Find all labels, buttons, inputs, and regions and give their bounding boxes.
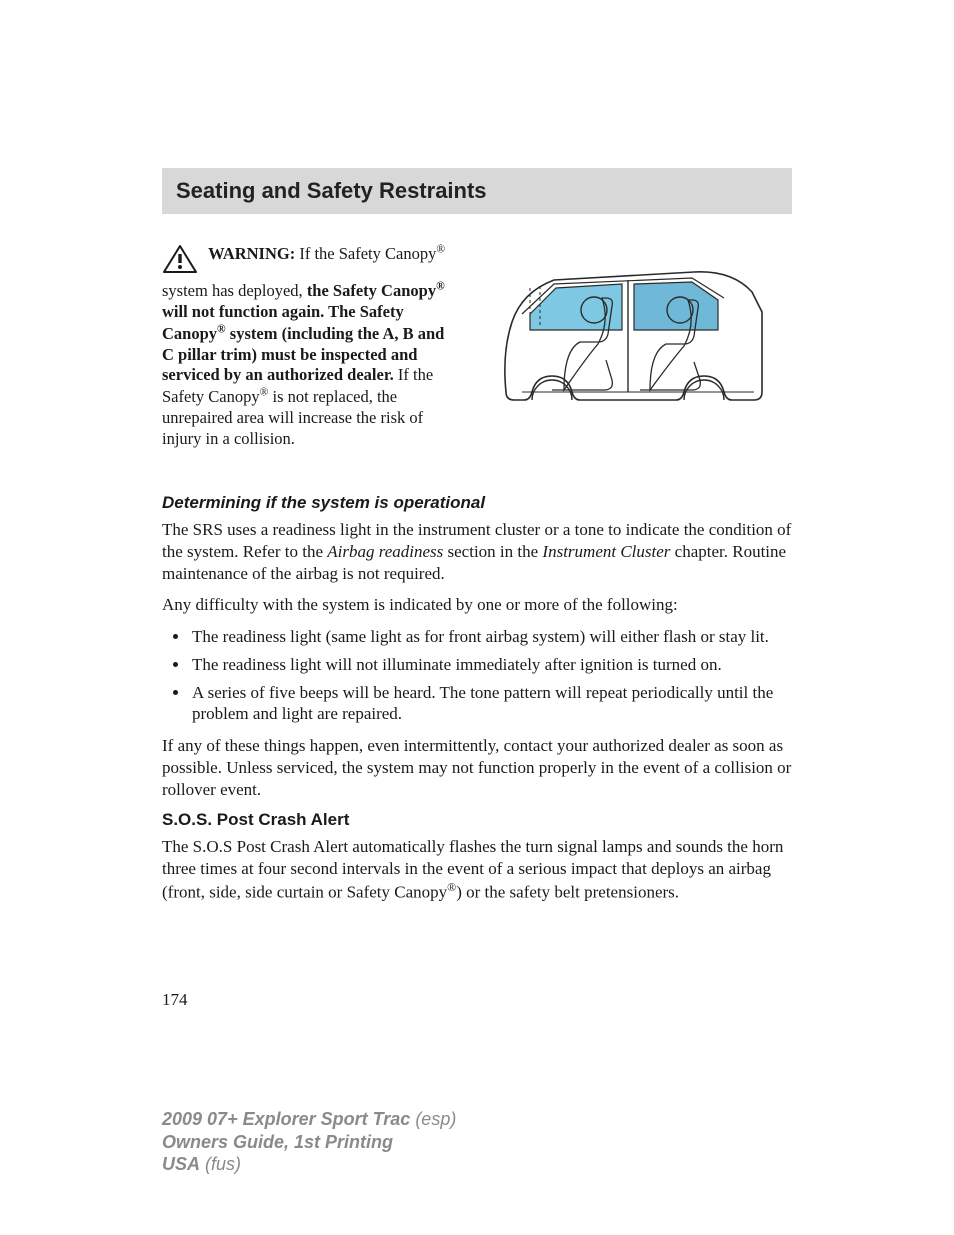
paragraph-sos-body: The S.O.S Post Crash Alert automatically… (162, 836, 792, 903)
reg-mark: ® (436, 243, 445, 255)
footer-block: 2009 07+ Explorer Sport Trac (esp) Owner… (162, 1108, 456, 1176)
warning-row: WARNING: If the Safety Canopy® system ha… (162, 242, 792, 449)
p1b: section in the (443, 542, 542, 561)
warning-text-block: WARNING: If the Safety Canopy® system ha… (162, 242, 452, 449)
footer-usa: USA (162, 1154, 200, 1174)
reg-mark: ® (447, 880, 456, 894)
subheading-operational: Determining if the system is operational (162, 493, 792, 513)
em-airbag-readiness: Airbag readiness (327, 542, 443, 561)
section-title: Seating and Safety Restraints (176, 178, 778, 204)
front-canopy-airbag (530, 284, 622, 330)
subheading-sos: S.O.S. Post Crash Alert (162, 810, 792, 830)
list-item: The readiness light (same light as for f… (190, 626, 792, 648)
footer-esp: (esp) (410, 1109, 456, 1129)
warning-lead: If the Safety Canopy (295, 244, 436, 263)
page-number: 174 (162, 990, 188, 1010)
footer-model: 2009 07+ Explorer Sport Trac (162, 1109, 410, 1129)
paragraph-srs-readiness: The SRS uses a readiness light in the in… (162, 519, 792, 584)
warning-triangle-icon (162, 244, 198, 280)
list-item: A series of five beeps will be heard. Th… (190, 682, 792, 726)
warning-body: WARNING: If the Safety Canopy® system ha… (162, 244, 445, 448)
list-item: The readiness light will not illuminate … (190, 654, 792, 676)
warning-label: WARNING: (208, 244, 295, 263)
paragraph-contact-dealer: If any of these things happen, even inte… (162, 735, 792, 800)
warning-lead2: system has deployed, (162, 281, 307, 300)
footer-line-3: USA (fus) (162, 1153, 456, 1176)
paragraph-difficulty-intro: Any difficulty with the system is indica… (162, 594, 792, 616)
footer-line-1: 2009 07+ Explorer Sport Trac (esp) (162, 1108, 456, 1131)
reg-mark: ® (436, 281, 445, 293)
footer-line-2: Owners Guide, 1st Printing (162, 1131, 456, 1154)
reg-mark: ® (217, 323, 226, 335)
warning-bold1: the Safety Canopy (307, 281, 436, 300)
em-instrument-cluster: Instrument Cluster (542, 542, 670, 561)
page: Seating and Safety Restraints WARNING: I… (0, 0, 954, 1235)
footer-fus: (fus) (200, 1154, 241, 1174)
difficulty-bullet-list: The readiness light (same light as for f… (162, 626, 792, 725)
p4b: ) or the safety belt pretensioners. (456, 883, 679, 902)
section-header-bar: Seating and Safety Restraints (162, 168, 792, 214)
safety-canopy-illustration (476, 242, 792, 449)
